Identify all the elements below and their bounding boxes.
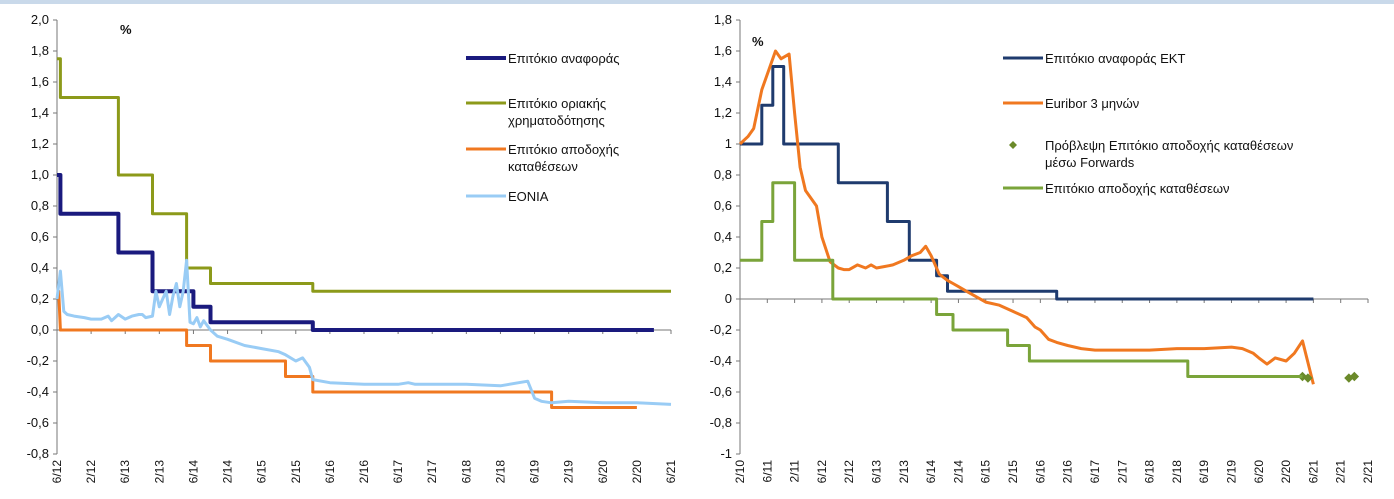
legend-label: Επιτόκιο αναφοράς ΕΚΤ [1045, 51, 1185, 66]
y-tick-label: 1,2 [31, 136, 49, 151]
x-tick-label: 2/20 [630, 460, 644, 484]
y-tick-label: 0,8 [714, 167, 732, 182]
y-tick-label: 1 [725, 136, 732, 151]
x-tick-label: 2/14 [951, 460, 965, 484]
legend-swatch [1009, 141, 1017, 149]
legend-label: Πρόβλεψη Επιτόκιο αποδοχής καταθέσεων [1045, 138, 1293, 153]
x-tick-label: 6/17 [1088, 460, 1102, 484]
x-tick-label: 2/12 [84, 460, 98, 484]
legend-label: Επιτόκιο αποδοχής καταθέσεων [1045, 181, 1230, 196]
x-tick-label: 2/21 [1334, 460, 1348, 484]
x-tick-label: 6/16 [1033, 460, 1047, 484]
y-tick-label: -0,6 [710, 384, 732, 399]
y-tick-label: -0,2 [27, 353, 49, 368]
x-tick-label: 2/15 [289, 460, 303, 484]
x-tick-label: 6/11 [760, 460, 774, 483]
series-line-4 [55, 258, 672, 406]
y-tick-label: 0,0 [31, 322, 49, 337]
x-tick-label: 2/20 [1279, 460, 1293, 484]
y-tick-label: 1,6 [31, 74, 49, 89]
top-divider-line [0, 0, 1394, 4]
x-tick-label: 2/19 [1224, 460, 1238, 484]
y-tick-label: 1,6 [714, 43, 732, 58]
x-tick-label: 6/14 [924, 460, 938, 484]
unit-label: % [120, 22, 132, 37]
x-tick-label: 6/19 [1197, 460, 1211, 484]
legend-label: καταθέσεων [508, 159, 578, 174]
x-tick-label: 2/13 [152, 460, 166, 484]
y-tick-label: 0 [725, 291, 732, 306]
legend-label: Επιτόκιο οριακής [508, 96, 606, 111]
x-tick-label: 6/12 [815, 460, 829, 484]
y-tick-label: 1,8 [31, 43, 49, 58]
y-tick-label: 0,2 [714, 260, 732, 275]
x-tick-label: 6/21 [1306, 460, 1320, 484]
y-tick-label: 0,6 [31, 229, 49, 244]
y-tick-label: 1,2 [714, 105, 732, 120]
x-tick-label: 2/10 [733, 460, 747, 484]
x-tick-label: 2/15 [1006, 460, 1020, 484]
y-tick-label: 0,2 [31, 291, 49, 306]
x-tick-label: 2/21 [1361, 460, 1375, 484]
series-line-3 [57, 289, 637, 409]
x-tick-label: 6/18 [459, 460, 473, 484]
legend-label: Euribor 3 μηνών [1045, 96, 1139, 111]
y-tick-label: 0,6 [714, 198, 732, 213]
y-tick-label: 1,8 [714, 12, 732, 27]
x-tick-label: 2/18 [493, 460, 507, 484]
chart-right: 1,8 1,6 1,4 1,2 1 0,8 0,6 0,4 0,2 0 -0,2 -0,4 -0,6 -0… [710, 12, 1375, 484]
series-line-2 [57, 57, 671, 293]
y-tick-label: 1,0 [31, 167, 49, 182]
x-tick-label: 2/11 [788, 460, 802, 483]
y-tick-label: 0,4 [714, 229, 732, 244]
x-tick-label: 2/13 [897, 460, 911, 484]
x-tick-label: 2/16 [357, 460, 371, 484]
y-tick-label: 1,4 [714, 74, 732, 89]
x-tick-label: 6/12 [50, 460, 64, 484]
x-tick-label: 6/13 [870, 460, 884, 484]
x-tick-label: 2/14 [221, 460, 235, 484]
x-tick-label: 6/20 [596, 460, 610, 484]
x-tick-label: 6/13 [118, 460, 132, 484]
y-tick-label: -1 [720, 446, 732, 461]
x-tick-label: 6/15 [979, 460, 993, 484]
y-tick-label: 2,0 [31, 12, 49, 27]
legend-label: χρηματοδότησης [508, 113, 605, 128]
x-tick-label: 2/17 [1115, 460, 1129, 484]
y-tick-label: -0,4 [27, 384, 49, 399]
series-line-1 [740, 65, 1314, 301]
series-line-1 [57, 173, 654, 332]
x-tick-label: 2/16 [1061, 460, 1075, 484]
unit-label: % [752, 34, 764, 49]
y-tick-label: 1,4 [31, 105, 49, 120]
x-tick-label: 6/17 [391, 460, 405, 484]
x-tick-label: 6/21 [664, 460, 678, 484]
legend-label: μέσω Forwards [1045, 155, 1135, 170]
y-tick-label: 0,4 [31, 260, 49, 275]
series-line-2 [738, 49, 1315, 385]
y-tick-label: -0,4 [710, 353, 732, 368]
chart-left: 2,0 1,8 1,6 1,4 1,2 1,0 0,8 0,6 0,4 0,2 0,0 -0,2 -0,… [27, 12, 678, 484]
legend-label: EONIA [508, 189, 549, 204]
x-tick-label: 2/17 [425, 460, 439, 484]
legend-label: Επιτόκιο αναφοράς [508, 51, 620, 66]
legend-label: Επιτόκιο αποδοχής [508, 142, 619, 157]
x-tick-label: 2/19 [562, 460, 576, 484]
x-tick-label: 6/18 [1143, 460, 1157, 484]
x-tick-label: 6/15 [255, 460, 269, 484]
forward-forecast-point [1349, 371, 1360, 382]
x-tick-label: 6/14 [186, 460, 200, 484]
x-tick-label: 2/12 [842, 460, 856, 484]
x-tick-label: 6/16 [323, 460, 337, 484]
x-tick-label: 6/19 [528, 460, 542, 484]
y-tick-label: -0,8 [27, 446, 49, 461]
y-tick-label: 0,8 [31, 198, 49, 213]
x-tick-label: 6/20 [1252, 460, 1266, 484]
y-tick-label: -0,6 [27, 415, 49, 430]
y-tick-label: -0,8 [710, 415, 732, 430]
forward-forecast-point [1303, 373, 1313, 383]
y-tick-label: -0,2 [710, 322, 732, 337]
x-tick-label: 2/18 [1170, 460, 1184, 484]
series-line-4 [740, 181, 1303, 378]
